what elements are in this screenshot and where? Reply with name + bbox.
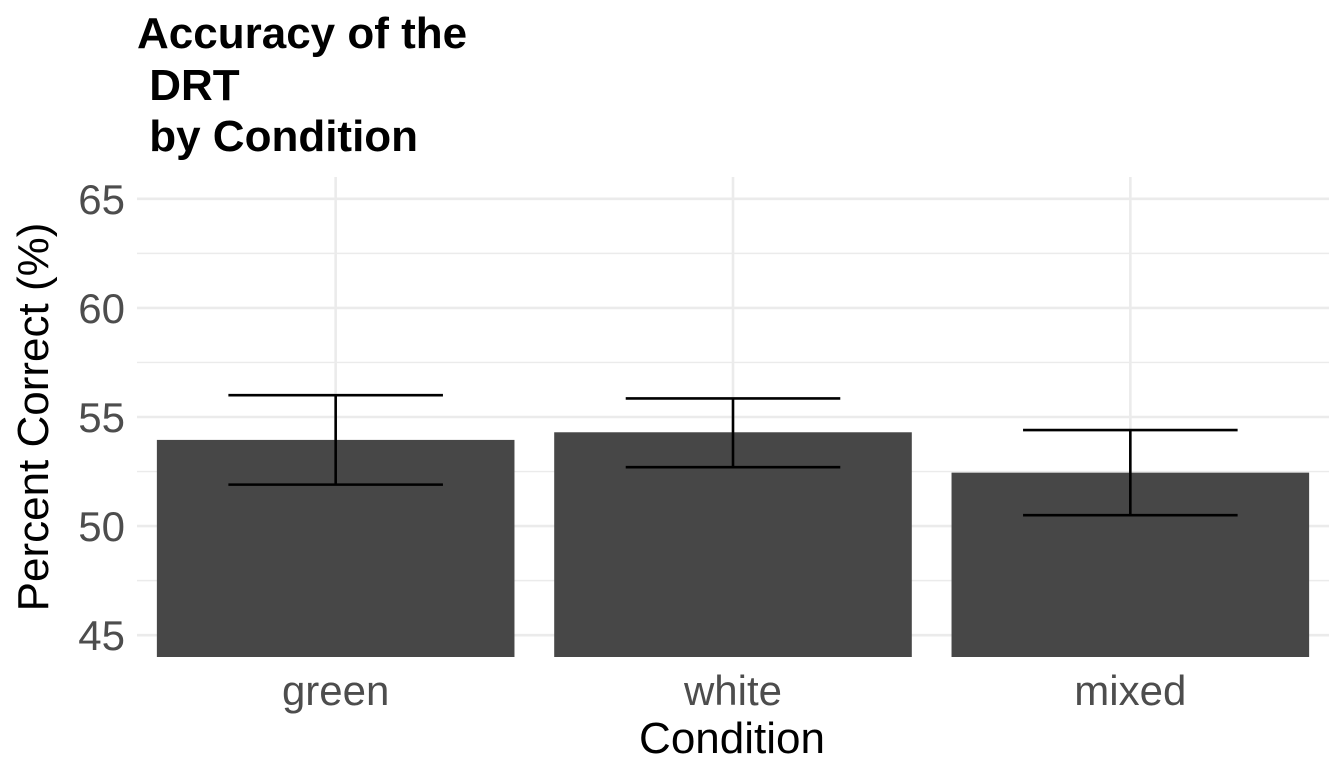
y-axis-ticks: 45 50 55 60 65: [78, 176, 125, 659]
chart-title-line-1: Accuracy of the: [137, 9, 467, 58]
y-tick-label: 45: [78, 612, 125, 659]
y-tick-label: 65: [78, 176, 125, 223]
y-tick-label: 55: [78, 394, 125, 441]
x-tick-label-green: green: [282, 667, 389, 714]
y-axis-title: Percent Correct (%): [9, 223, 58, 612]
chart-title: Accuracy of the DRT by Condition: [137, 9, 467, 161]
chart-title-line-3: by Condition: [137, 112, 418, 161]
x-tick-label-mixed: mixed: [1074, 667, 1186, 714]
y-tick-label: 60: [78, 285, 125, 332]
error-bar-mixed: [1023, 428, 1238, 517]
error-bars: [228, 393, 1238, 517]
error-bar-green: [228, 393, 443, 486]
x-axis-title: Condition: [639, 714, 825, 763]
x-axis-ticks: green white mixed: [282, 667, 1186, 714]
error-bar-white: [625, 397, 841, 469]
x-tick-label-white: white: [683, 667, 782, 714]
bar-white: [554, 432, 912, 657]
y-tick-label: 50: [78, 503, 125, 550]
chart-title-line-2: DRT: [137, 61, 240, 110]
